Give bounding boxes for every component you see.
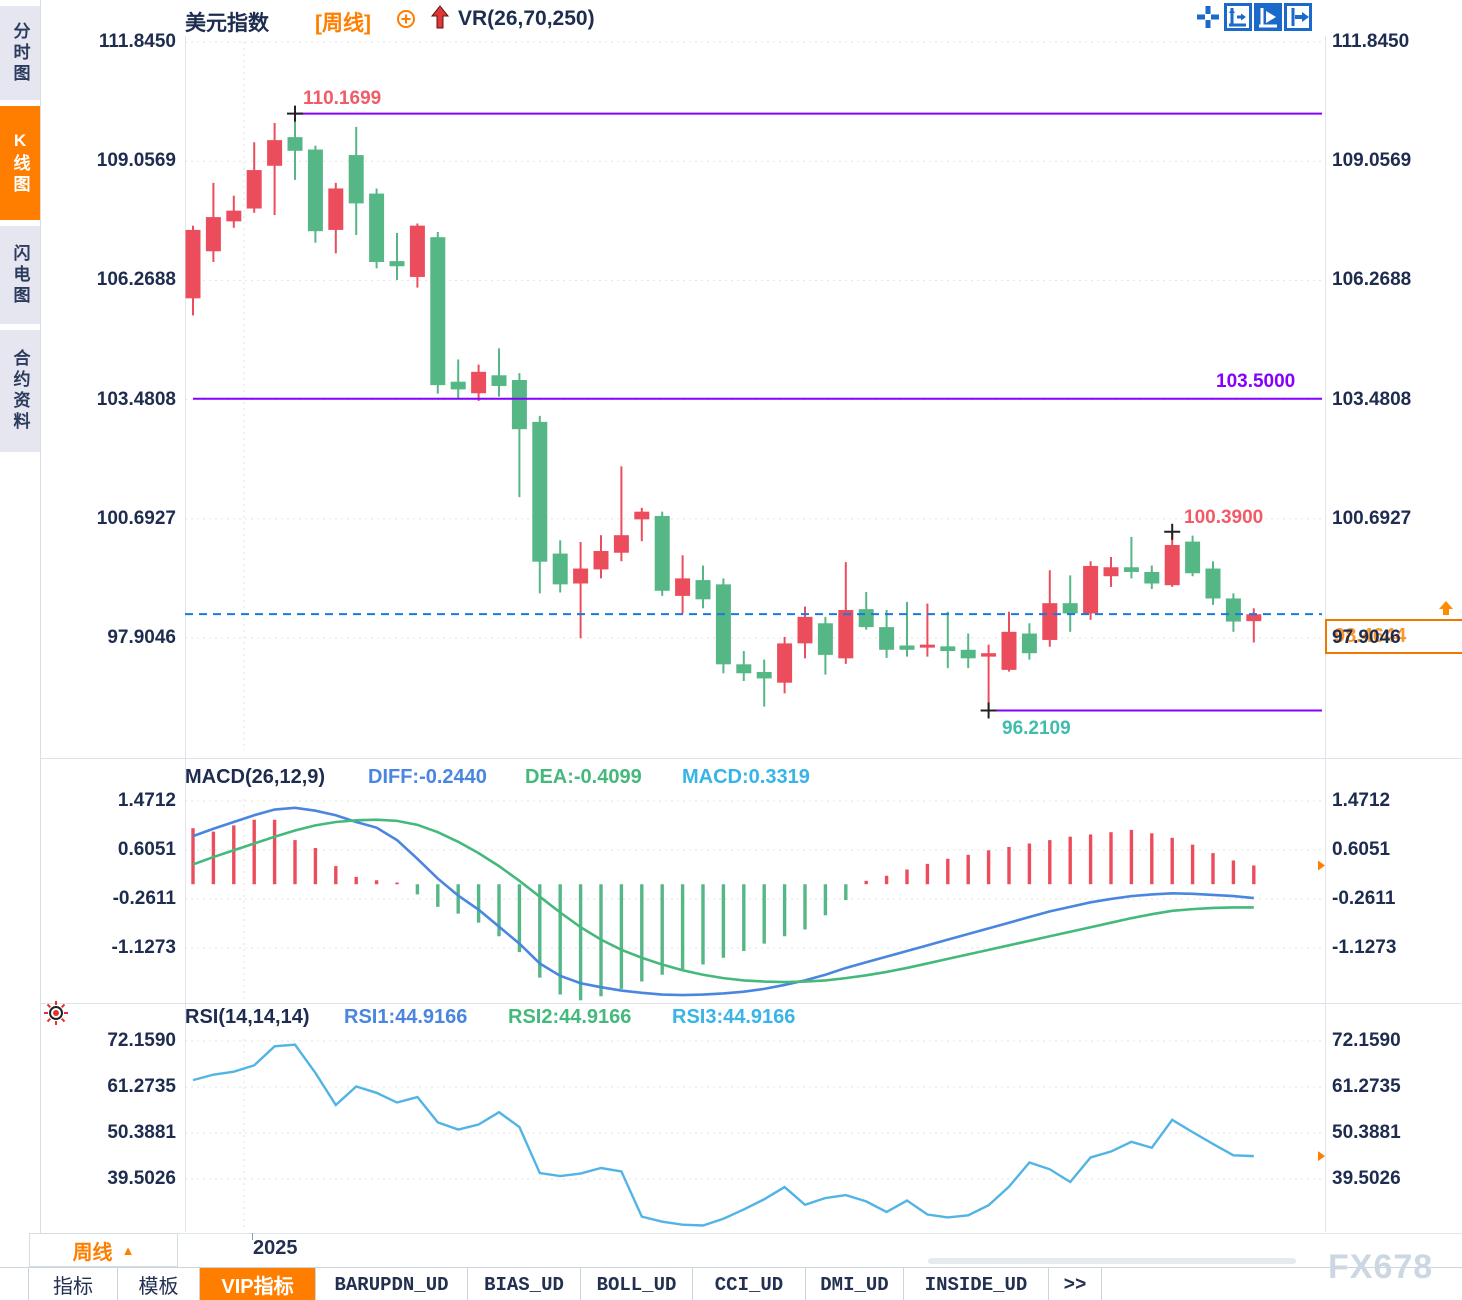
watermark: FX678 [1328,1248,1434,1286]
macd-last-value-marker [1318,860,1325,871]
swing-high-label: 100.3900 [1184,507,1264,528]
horizontal-level-lines [193,112,1322,712]
axis-tick-label: 97.9046 [1332,627,1401,649]
plot-left-border [185,36,186,1232]
axis-tick-label: -1.1273 [111,936,176,958]
axis-tick-label: 111.8450 [98,31,176,52]
hot-indicator-icon[interactable] [44,1001,68,1025]
tab-bar-spacer [0,1268,29,1300]
chevron-up-icon: ▲ [121,1242,135,1258]
current-price-value: 98.4644 [1334,625,1407,647]
axis-tick-label: 1.4712 [117,790,176,811]
axis-tick-label: 1.4712 [1332,790,1391,811]
macd-dea-value: DEA:-0.4099 [525,766,642,788]
rsi2-value: RSI2:44.9166 [508,1006,632,1028]
bottom-tab-1[interactable]: 模板 [118,1268,200,1300]
panel-divider-2 [40,1003,1462,1004]
rsi-line [192,1043,1254,1227]
rsi-last-value-marker [1318,1151,1325,1162]
sidebar-item-0[interactable]: 分时图 [0,6,40,100]
bottom-tab-bar: 指标 模板 VIP指标 BARUPDN_UD BIAS_UD BOLL_UD CCI_UD D… [0,1267,1462,1300]
dea-line [192,818,1254,984]
axis-tick-label: 106.2688 [96,269,176,291]
axis-tick-label: -0.2611 [1332,887,1396,909]
mid-line-price-label: 103.5000 [1216,371,1296,392]
bottom-tab-2[interactable]: VIP指标 [200,1268,316,1300]
period-selector[interactable]: 周线 ▲ [29,1233,178,1267]
bottom-tab-8[interactable]: INSIDE_UD [904,1268,1049,1300]
plus-markers [287,105,1181,719]
main-candlestick-chart[interactable] [185,36,1325,757]
period-selector-label: 周线 [72,1241,113,1264]
macd-gridlines [185,799,1322,999]
resistance-price-label: 110.1699 [303,88,382,109]
bottom-tab-9[interactable]: >> [1049,1268,1102,1300]
left-sidebar: 分时图 K线图闪电图合约资料 [0,0,41,1300]
year-label: 2025 [253,1237,298,1259]
axis-tick-label: 50.3881 [1332,1121,1401,1143]
bottom-tab-5[interactable]: BOLL_UD [581,1268,693,1300]
candles [185,113,1262,711]
axis-range-button[interactable] [1224,3,1252,31]
current-price-box: 98.4644 [1325,619,1462,654]
bottom-tab-4[interactable]: BIAS_UD [468,1268,581,1300]
indicator-readout: VR(26,70,250) [458,7,595,30]
axis-tick-label: 61.2735 [107,1076,176,1097]
axis-tick-label: 109.0569 [96,150,176,172]
bottom-tab-7[interactable]: DMI_UD [806,1268,904,1300]
axis-tick-label: 72.1590 [1332,1030,1401,1051]
axis-tick-label: 103.4808 [1332,388,1412,410]
support-price-label: 96.2109 [1002,718,1071,739]
axis-tick-label: 0.6051 [1332,838,1391,860]
axis-tick-label: 50.3881 [107,1121,176,1143]
page-title: 美元指数 [185,12,269,35]
rsi3-value: RSI3:44.9166 [672,1006,796,1028]
macd-diff-value: DIFF:-0.2440 [368,766,487,788]
axis-tick-label: 111.8450 [1332,31,1410,52]
rsi-chart[interactable] [185,1035,1325,1232]
price-up-arrow-icon [1437,600,1455,618]
pan-tool-button[interactable] [1194,3,1222,31]
macd-histogram [191,819,1256,1001]
diff-line [192,806,1254,997]
axis-tick-label: 100.6927 [96,507,176,529]
axis-tick-label: 97.9046 [107,627,176,649]
axis-tick-label: -0.2611 [112,887,176,909]
axis-tick-label: 39.5026 [107,1167,176,1189]
axis-scale-button[interactable] [1254,3,1282,31]
axis-tick-label: 106.2688 [1332,269,1412,291]
bottom-tab-6[interactable]: CCI_UD [693,1268,806,1300]
axis-tick-label: 100.6927 [1332,507,1412,529]
circled-plus-icon[interactable] [396,9,416,29]
rsi1-value: RSI1:44.9166 [344,1006,468,1028]
sidebar-item-3[interactable]: 合约资料 [0,330,40,452]
rsi-gridlines [185,1039,1322,1228]
macd-chart[interactable] [185,795,1325,1003]
year-tick [252,1233,253,1240]
axis-tick-label: 61.2735 [1332,1076,1401,1097]
period-tag[interactable]: [周线] [315,12,371,35]
up-arrow-icon [430,4,450,30]
axis-tick-label: 103.4808 [96,388,176,410]
panel-divider-1 [40,758,1462,759]
axis-tick-label: 0.6051 [117,838,176,860]
horizontal-scrollbar[interactable] [928,1258,1296,1264]
axis-tick-label: 72.1590 [107,1030,176,1051]
macd-params-label[interactable]: MACD(26,12,9) [185,766,326,788]
rsi-params-label[interactable]: RSI(14,14,14) [185,1006,310,1028]
sidebar-item-2[interactable]: 闪电图 [0,226,40,324]
axis-tick-label: 39.5026 [1332,1167,1401,1189]
sidebar-item-1[interactable]: K线图 [0,106,40,220]
bottom-tab-3[interactable]: BARUPDN_UD [316,1268,468,1300]
axis-tick-label: 109.0569 [1332,150,1412,172]
main-gridlines [185,41,1322,751]
macd-value: MACD:0.3319 [682,766,810,788]
bottom-tab-0[interactable]: 指标 [29,1268,118,1300]
move-right-button[interactable] [1284,3,1312,31]
axis-tick-label: -1.1273 [1332,936,1397,958]
